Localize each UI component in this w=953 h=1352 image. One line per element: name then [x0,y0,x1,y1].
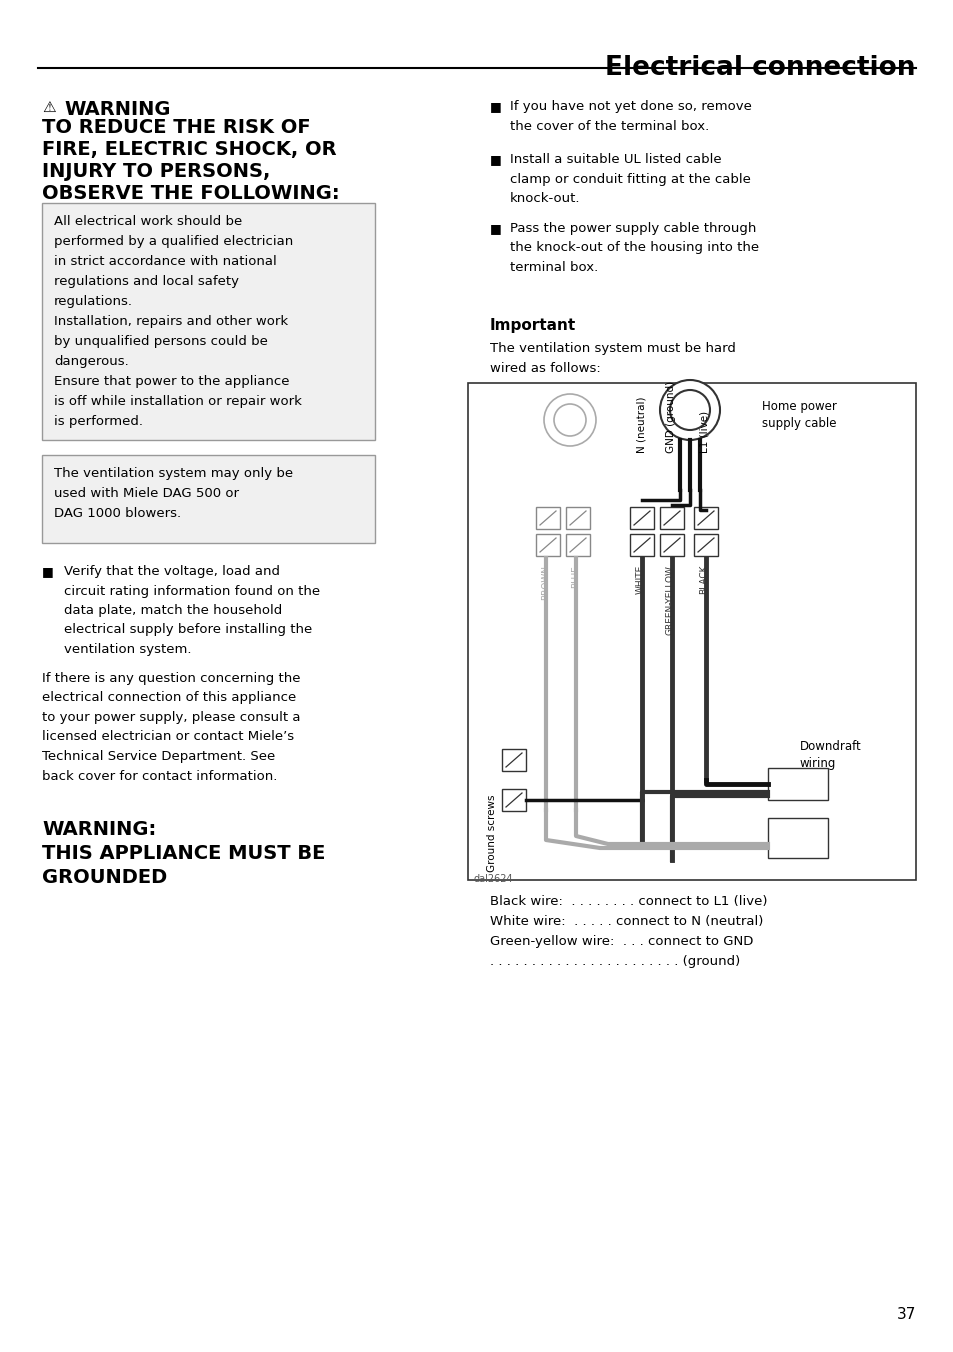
Text: N (neutral): N (neutral) [637,396,646,453]
Text: BLACK: BLACK [699,565,708,595]
Text: Important: Important [490,318,576,333]
Text: Home power
supply cable: Home power supply cable [761,400,836,430]
Text: INJURY TO PERSONS,: INJURY TO PERSONS, [42,162,270,181]
Bar [536,507,559,529]
Text: If there is any question concerning the
electrical connection of this appliance
: If there is any question concerning the … [42,672,300,783]
Text: WARNING: WARNING [64,100,171,119]
Bar [693,534,718,556]
Ellipse shape [543,393,596,446]
Text: FIRE, ELECTRIC SHOCK, OR: FIRE, ELECTRIC SHOCK, OR [42,141,336,160]
Text: dal2624: dal2624 [474,873,513,884]
Bar [659,507,683,529]
Bar [501,749,525,771]
Bar [468,383,915,880]
Bar [501,790,525,811]
Text: ■: ■ [490,222,501,235]
Text: Downdraft
wiring: Downdraft wiring [800,740,861,771]
Text: Electrical connection: Electrical connection [605,55,915,81]
Text: Green-yellow wire:  . . . connect to GND: Green-yellow wire: . . . connect to GND [490,936,753,948]
Text: ■: ■ [490,100,501,114]
Text: ⚠: ⚠ [42,100,55,115]
Text: OBSERVE THE FOLLOWING:: OBSERVE THE FOLLOWING: [42,184,339,203]
Bar [659,534,683,556]
Bar [629,507,654,529]
Text: All electrical work should be
performed by a qualified electrician
in strict acc: All electrical work should be performed … [54,215,301,429]
Text: White wire:  . . . . . connect to N (neutral): White wire: . . . . . connect to N (neut… [490,915,762,927]
Text: GND (ground): GND (ground) [665,381,676,453]
Text: Pass the power supply cable through
the knock-out of the housing into the
termin: Pass the power supply cable through the … [510,222,759,274]
Text: Verify that the voltage, load and
circuit rating information found on the
data p: Verify that the voltage, load and circui… [64,565,320,656]
Text: THIS APPLIANCE MUST BE: THIS APPLIANCE MUST BE [42,844,325,863]
Text: . . . . . . . . . . . . . . . . . . . . . . . (ground): . . . . . . . . . . . . . . . . . . . . … [490,955,740,968]
Text: Ground screws: Ground screws [486,795,497,872]
Bar [693,507,718,529]
Ellipse shape [669,389,709,430]
Bar [42,203,375,439]
Text: BLUE: BLUE [571,565,579,588]
Bar [536,534,559,556]
Text: ■: ■ [490,153,501,166]
Text: If you have not yet done so, remove
the cover of the terminal box.: If you have not yet done so, remove the … [510,100,751,132]
Text: 37: 37 [896,1307,915,1322]
Text: ■: ■ [42,565,53,579]
Bar [767,768,827,800]
Ellipse shape [554,404,585,435]
Bar [565,507,589,529]
Text: TO REDUCE THE RISK OF: TO REDUCE THE RISK OF [42,118,311,137]
Text: GROUNDED: GROUNDED [42,868,167,887]
Text: The ventilation system may only be
used with Miele DAG 500 or
DAG 1000 blowers.: The ventilation system may only be used … [54,466,293,521]
Text: L1 (live): L1 (live) [700,411,709,453]
Text: The ventilation system must be hard
wired as follows:: The ventilation system must be hard wire… [490,342,735,375]
Ellipse shape [659,380,720,439]
Bar [565,534,589,556]
Bar [767,818,827,859]
Text: GREEN-YELLOW: GREEN-YELLOW [665,565,674,635]
Bar [42,456,375,544]
Text: Install a suitable UL listed cable
clamp or conduit fitting at the cable
knock-o: Install a suitable UL listed cable clamp… [510,153,750,206]
Text: WARNING:: WARNING: [42,821,156,840]
Text: Black wire:  . . . . . . . . connect to L1 (live): Black wire: . . . . . . . . connect to L… [490,895,767,909]
Text: BROWN: BROWN [541,565,550,600]
Bar [629,534,654,556]
Text: WHITE: WHITE [635,565,644,595]
